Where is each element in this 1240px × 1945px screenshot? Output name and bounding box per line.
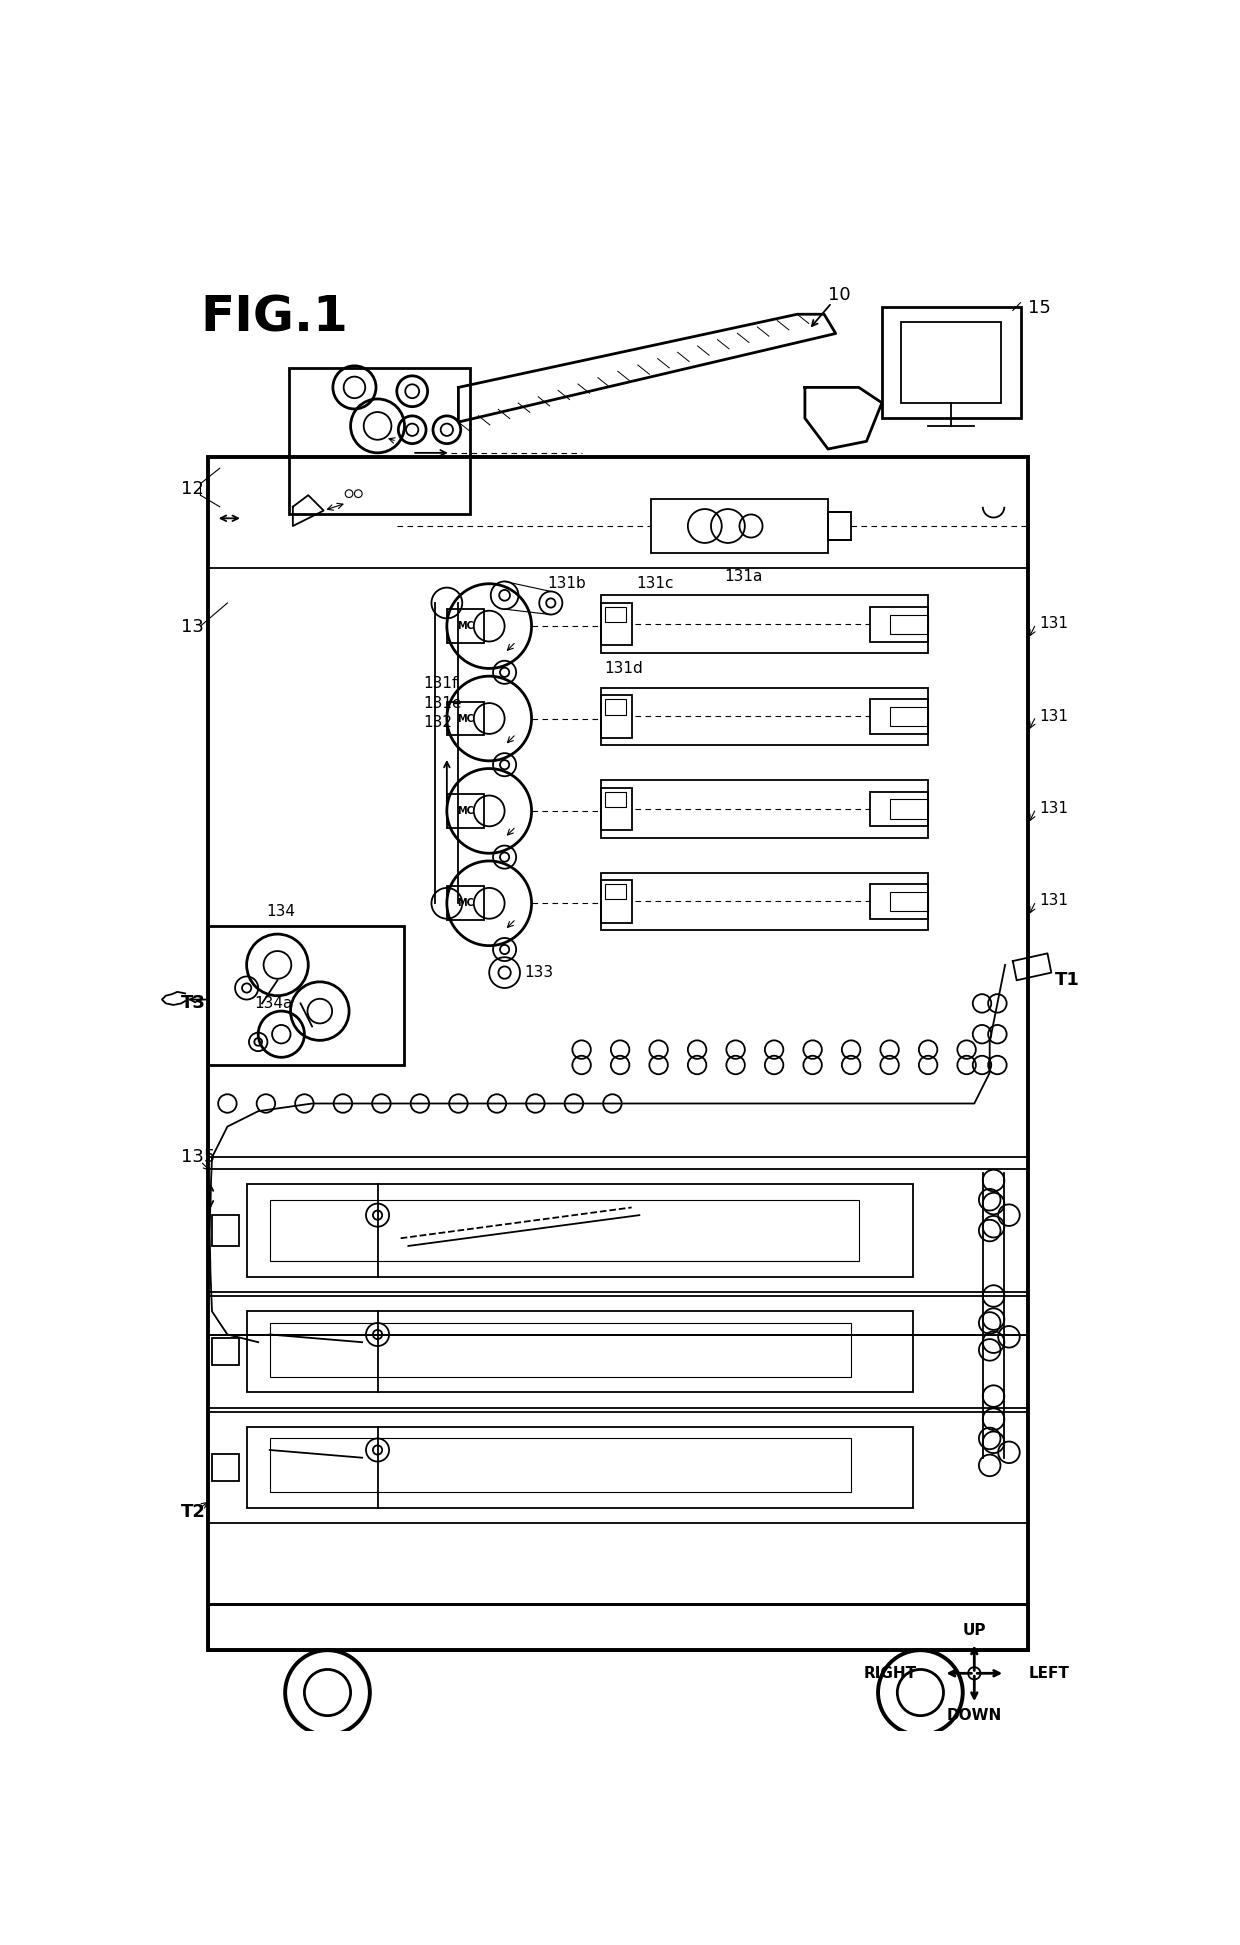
Text: MC: MC [456, 805, 474, 815]
Bar [212, 1216, 239, 1247]
Bar [270, 1439, 851, 1492]
Text: 10: 10 [828, 286, 851, 303]
Bar [208, 1295, 1028, 1408]
Bar [601, 696, 631, 737]
Text: 133: 133 [523, 965, 553, 980]
Text: FIG.1: FIG.1 [201, 294, 348, 342]
Bar [601, 689, 928, 745]
Bar [889, 615, 928, 634]
Bar [446, 794, 484, 829]
Bar [870, 885, 928, 918]
Bar [889, 706, 928, 725]
Text: 131c: 131c [636, 576, 673, 591]
Bar [208, 926, 404, 1066]
Text: 135: 135 [181, 1148, 216, 1167]
Text: 134: 134 [265, 904, 295, 918]
Bar [446, 702, 484, 735]
Bar [601, 873, 928, 930]
Bar [605, 700, 626, 714]
Text: LEFT: LEFT [1028, 1665, 1069, 1680]
Text: 131: 131 [1040, 801, 1069, 817]
Bar [208, 1605, 1028, 1649]
Bar [605, 792, 626, 807]
Bar [247, 1311, 913, 1393]
Bar [870, 792, 928, 827]
Bar [601, 603, 631, 646]
Text: 13: 13 [181, 619, 205, 636]
Text: 15: 15 [1028, 300, 1052, 317]
Bar [270, 1323, 851, 1377]
Text: 131b: 131b [547, 576, 585, 591]
Bar [901, 323, 1001, 403]
Text: 131a: 131a [724, 568, 763, 584]
Circle shape [968, 1667, 981, 1679]
Text: MC: MC [456, 620, 474, 630]
Bar [651, 500, 828, 552]
Text: 131d: 131d [605, 661, 644, 677]
Text: 132: 132 [424, 716, 453, 729]
Bar [870, 700, 928, 733]
Bar [601, 780, 928, 838]
Bar [212, 1453, 239, 1480]
Bar [208, 1169, 1028, 1291]
Text: 131: 131 [1040, 893, 1069, 908]
Bar [882, 307, 1021, 418]
Text: 131: 131 [1040, 617, 1069, 632]
Bar [247, 1185, 913, 1276]
Text: UP: UP [962, 1624, 986, 1638]
Text: MC: MC [456, 899, 474, 908]
Text: T3: T3 [181, 994, 206, 1013]
Bar [289, 368, 470, 513]
Bar [605, 885, 626, 899]
Bar [601, 881, 631, 922]
Bar [870, 607, 928, 642]
Bar [889, 799, 928, 819]
Bar [601, 788, 631, 831]
Bar [605, 607, 626, 622]
Text: MC: MC [456, 714, 474, 724]
Text: 134a: 134a [254, 996, 293, 1011]
Text: 131e: 131e [424, 696, 463, 710]
Bar [601, 595, 928, 654]
Text: T1: T1 [1055, 971, 1080, 990]
Text: DOWN: DOWN [946, 1708, 1002, 1723]
Bar [270, 1200, 859, 1262]
Bar [446, 887, 484, 920]
Bar [889, 891, 928, 910]
Text: 131: 131 [1040, 708, 1069, 724]
Bar [828, 512, 851, 541]
Bar [446, 609, 484, 644]
Bar [208, 457, 1028, 1649]
Text: T2: T2 [181, 1503, 206, 1521]
Bar [247, 1428, 913, 1507]
Text: 131f: 131f [424, 677, 458, 690]
Text: RIGHT: RIGHT [863, 1665, 916, 1680]
Bar [212, 1338, 239, 1365]
Bar [208, 1412, 1028, 1523]
Text: 12: 12 [181, 480, 205, 498]
